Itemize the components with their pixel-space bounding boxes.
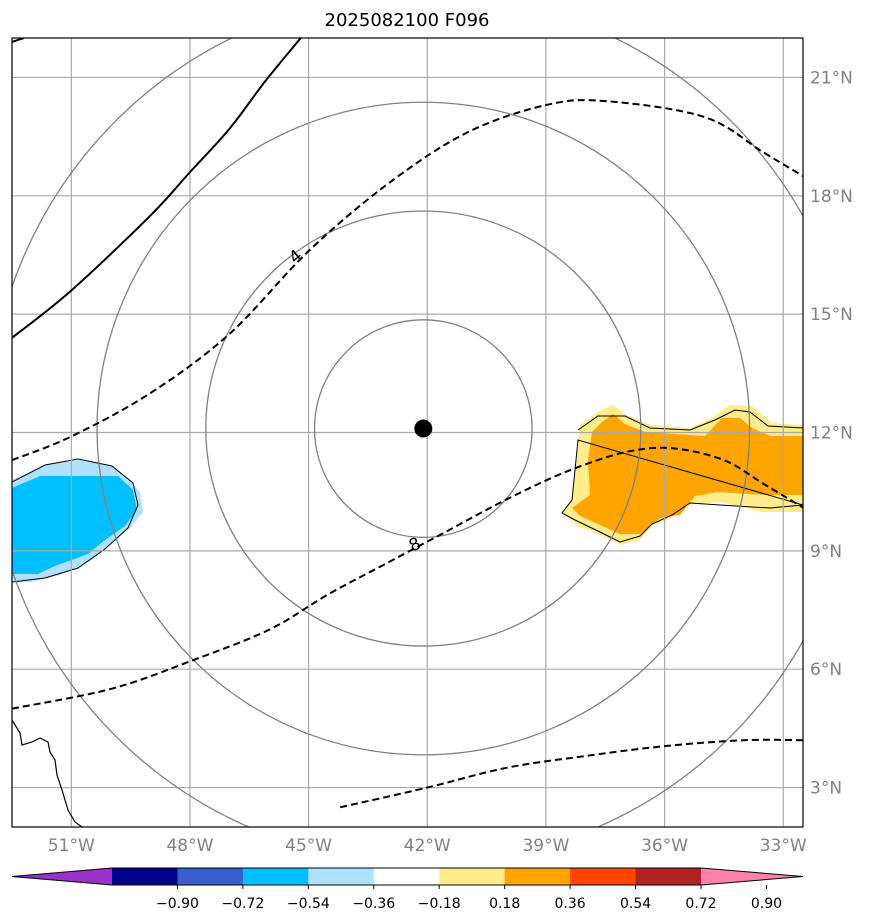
map-frame — [11, 37, 804, 828]
range-ring — [313, 319, 533, 538]
colorbar-segment — [242, 868, 309, 885]
figure-title: 2025082100 F096 — [325, 10, 490, 31]
storm-center-marker — [414, 419, 433, 438]
colorbar-segment — [570, 868, 637, 885]
colorbar-segment — [373, 868, 440, 885]
longitude-tick-labels: 51°W 48°W 45°W 42°W 39°W 36°W 33°W — [48, 836, 807, 856]
colorbar-segment — [308, 868, 375, 885]
dashed-contour — [12, 446, 803, 710]
contour-lines — [12, 38, 803, 809]
shaded-region-positive — [561, 405, 803, 545]
range-ring — [96, 101, 751, 756]
colorbar-segment — [635, 868, 702, 885]
colorbar — [11, 867, 804, 889]
colorbar-tick-label: 0.72 — [685, 896, 716, 912]
colorbar-tick-label: −0.90 — [156, 896, 199, 912]
lon-tick-label: 39°W — [522, 836, 569, 856]
lon-tick-label: 33°W — [760, 836, 807, 856]
dashed-contour — [12, 99, 803, 462]
lon-tick-label: 48°W — [166, 836, 213, 856]
colorbar-outline — [11, 867, 804, 886]
lon-tick-label: 42°W — [404, 836, 451, 856]
colorbar-tick-label: −0.72 — [221, 896, 264, 912]
colorbar-segment — [112, 868, 178, 885]
lat-tick-label: 15°N — [810, 305, 853, 325]
lat-tick-label: 21°N — [810, 68, 853, 88]
colorbar-tick-label: 0.54 — [620, 896, 651, 912]
range-ring — [205, 210, 642, 647]
lon-tick-label: 51°W — [48, 836, 95, 856]
lat-tick-label: 3°N — [810, 779, 842, 799]
colorbar-tick-label: 0.90 — [751, 896, 782, 912]
dashed-contour — [340, 738, 803, 809]
latitude-tick-labels: 3°N 6°N 9°N 12°N 15°N 18°N 21°N — [810, 68, 853, 798]
colorbar-tick-label: 0.18 — [489, 896, 520, 912]
colorbar-tick-label: −0.54 — [287, 896, 330, 912]
coastline — [12, 719, 83, 827]
colorbar-tick-labels: −0.90 −0.72 −0.54 −0.36 −0.18 0.18 0.36 … — [156, 896, 782, 912]
solid-contour — [12, 38, 302, 339]
lat-tick-label: 12°N — [810, 424, 853, 444]
colorbar-tick-label: 0.36 — [555, 896, 586, 912]
colorbar-tick-label: −0.18 — [418, 896, 461, 912]
colorbar-segment — [177, 868, 244, 885]
lon-tick-label: 45°W — [285, 836, 332, 856]
lon-tick-label: 36°W — [641, 836, 688, 856]
lat-tick-label: 9°N — [810, 542, 842, 562]
lat-tick-label: 6°N — [810, 660, 842, 680]
colorbar-tick-label: −0.36 — [352, 896, 395, 912]
range-rings — [12, 38, 803, 827]
colorbar-extend-low — [12, 868, 112, 885]
colorbar-segment — [504, 868, 571, 885]
colorbar-extend-high — [701, 868, 803, 885]
colorbar-segment — [439, 868, 506, 885]
gridlines — [12, 38, 803, 827]
lat-tick-label: 18°N — [810, 187, 853, 207]
shaded-region-negative — [12, 458, 143, 583]
